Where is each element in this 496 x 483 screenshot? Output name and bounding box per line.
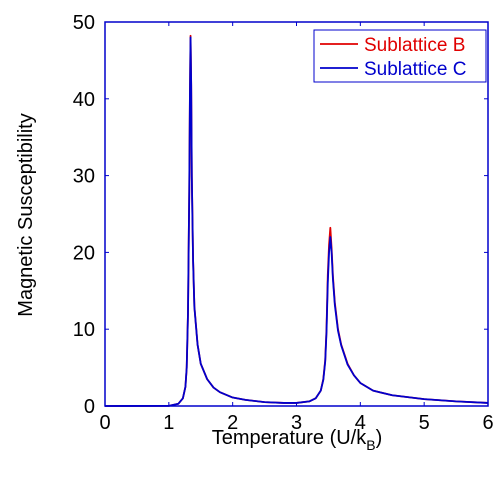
legend: Sublattice B Sublattice C — [313, 29, 487, 83]
y-tick-label: 30 — [73, 166, 95, 188]
y-tick-label: 20 — [73, 242, 95, 264]
plot-frame — [104, 21, 489, 407]
x-tick-label: 4 — [355, 412, 366, 434]
series-line-sublattice-c — [104, 36, 489, 407]
x-axis-label-main: Temperature (U/k — [212, 427, 367, 449]
y-tick-label: 50 — [73, 12, 95, 34]
y-tick-label: 10 — [73, 319, 95, 341]
y-tick-labels: 0 10 20 30 40 50 — [73, 12, 95, 418]
legend-label-sublattice-c: Sublattice C — [364, 59, 466, 80]
x-axis-label-subscript: B — [366, 437, 375, 453]
x-tick-label: 6 — [482, 412, 493, 434]
legend-label-sublattice-b: Sublattice B — [364, 35, 465, 56]
x-tick-labels: 0 1 2 3 4 5 6 — [99, 412, 493, 434]
x-tick-label: 3 — [291, 412, 302, 434]
x-axis-label: Temperature (U/kB) — [212, 427, 383, 453]
x-tick-label: 0 — [99, 412, 110, 434]
y-tick-label: 0 — [84, 396, 95, 418]
y-tick-label: 40 — [73, 89, 95, 111]
x-tick-label: 1 — [163, 412, 174, 434]
y-axis-label: Magnetic Susceptibility — [15, 113, 37, 316]
series-line-sublattice-b — [104, 34, 489, 407]
x-tick-label: 2 — [227, 412, 238, 434]
series-layer — [104, 34, 489, 407]
x-axis-label-end: ) — [376, 427, 383, 449]
legend-box — [313, 29, 487, 83]
x-tick-label: 5 — [419, 412, 430, 434]
